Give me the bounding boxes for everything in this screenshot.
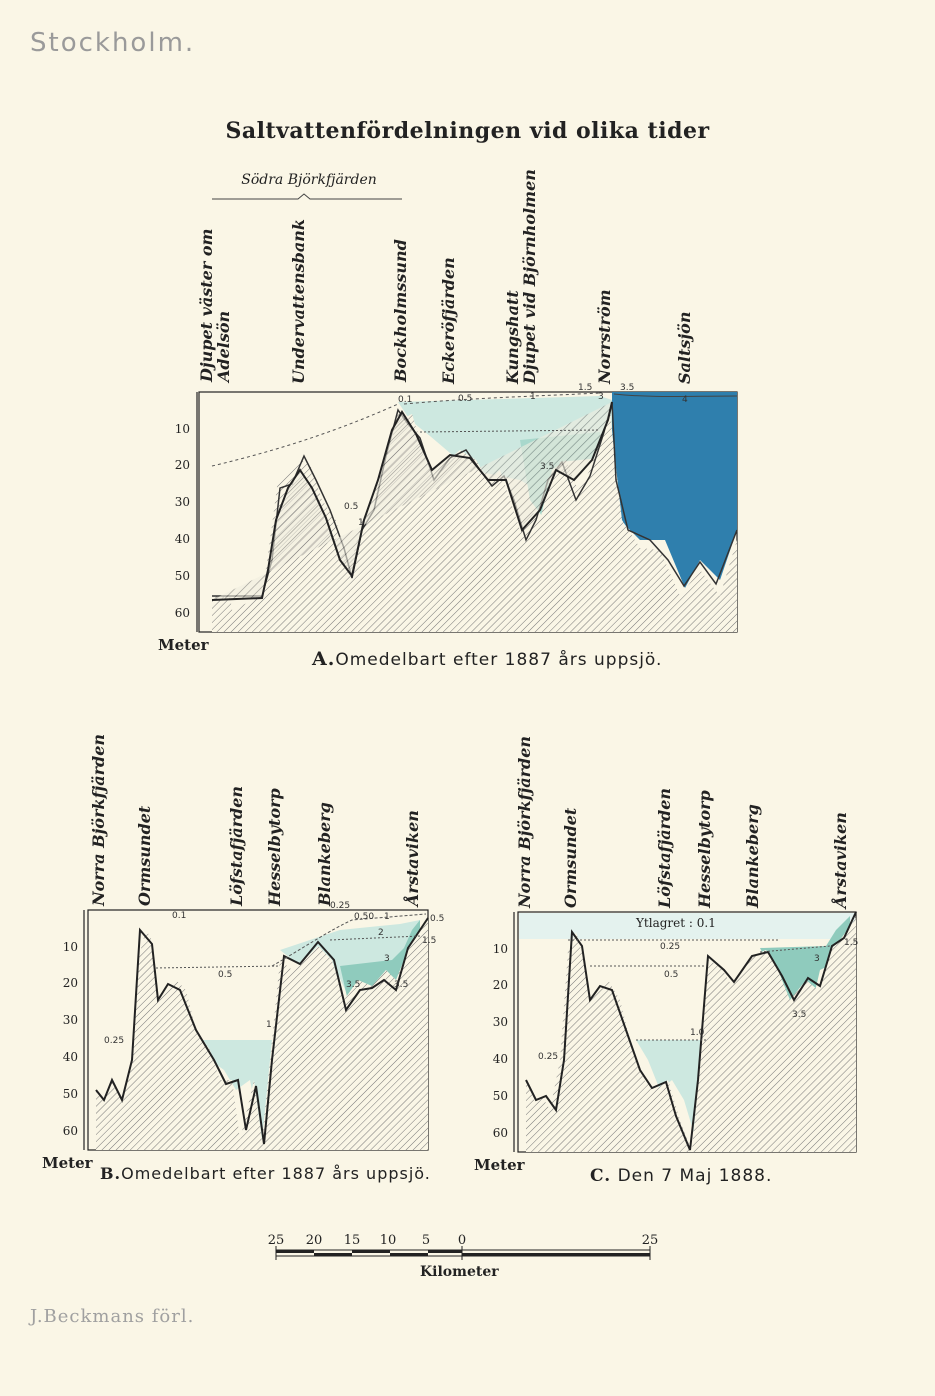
iso-c-6: 1.5: [844, 938, 859, 948]
depth-tick-c-40: 40: [492, 1052, 508, 1066]
iso-a-6: 4: [682, 395, 688, 405]
scale-num-3: 10: [379, 1233, 397, 1248]
depth-tick-b-40: 40: [62, 1050, 78, 1064]
depth-tick-a-50: 50: [174, 569, 190, 583]
iso-b-11: 0.5: [430, 914, 445, 924]
unit-c: Meter: [474, 1156, 525, 1174]
depth-tick-b-20: 20: [62, 976, 78, 990]
depth-tick-a-10: 10: [174, 422, 190, 436]
scale-num-2: 15: [343, 1233, 361, 1248]
scale-num-0: 25: [267, 1233, 285, 1248]
city-name: Stockholm.: [30, 28, 196, 58]
scale-num-4: 5: [421, 1233, 431, 1248]
depth-tick-b-50: 50: [62, 1087, 78, 1101]
iso-c-0: 0.25: [660, 942, 681, 952]
iso-c-2: 1.0: [690, 1028, 705, 1038]
iso-b-4: 2: [378, 928, 384, 938]
scale-num-1: 20: [305, 1233, 323, 1248]
iso-a-8: 1: [358, 518, 364, 528]
scale-num-5: 0: [457, 1233, 467, 1248]
iso-b-8: 0.5: [218, 970, 233, 980]
iso-c-4: 3: [814, 954, 820, 964]
depth-tick-a-30: 30: [174, 495, 190, 509]
publisher: J.Beckmans förl.: [30, 1306, 195, 1327]
depth-tick-a-60: 60: [174, 606, 190, 620]
depth-tick-b-10: 10: [62, 940, 78, 954]
iso-a-7: 0.5: [344, 502, 359, 512]
iso-b-6: 3.5: [346, 980, 361, 990]
depth-tick-b-60: 60: [62, 1124, 78, 1138]
iso-a-3: 1.5: [578, 383, 593, 393]
iso-b-9: 1: [266, 1020, 272, 1030]
caption-c: C. Den 7 Maj 1888.: [590, 1166, 773, 1186]
iso-b-12: 1.5: [422, 936, 437, 946]
depth-tick-a-40: 40: [174, 532, 190, 546]
caption-a: A.Omedelbart efter 1887 års uppsjö.: [312, 648, 663, 670]
depth-tick-c-60: 60: [492, 1126, 508, 1140]
iso-a-5: 3.5: [620, 383, 635, 393]
iso-c-5: 3.5: [792, 1010, 807, 1020]
iso-a-9: 3.5: [540, 462, 555, 472]
iso-a-2: 1: [530, 392, 536, 402]
iso-c-1: 0.5: [664, 970, 679, 980]
iso-b-0: 0.1: [172, 911, 187, 921]
scale-num-6: 25: [641, 1233, 659, 1248]
iso-c-3: 0.25: [538, 1052, 559, 1062]
unit-b: Meter: [42, 1154, 93, 1172]
surface-layer-label: Ytlagret : 0.1: [636, 916, 716, 930]
iso-b-2: 0.50: [354, 912, 375, 922]
iso-b-5: 3: [384, 954, 390, 964]
iso-b-7: 3.5: [394, 980, 409, 990]
caption-b: B.Omedelbart efter 1887 års uppsjö.: [100, 1164, 431, 1183]
iso-b-10: 0.25: [104, 1036, 125, 1046]
depth-tick-b-30: 30: [62, 1013, 78, 1027]
iso-b-3: 1: [384, 912, 390, 922]
subtitle: Södra Björkfjärden: [241, 172, 377, 188]
scale-unit: Kilometer: [420, 1264, 499, 1280]
depth-tick-a-20: 20: [174, 458, 190, 472]
depth-tick-c-10: 10: [492, 942, 508, 956]
unit-a: Meter: [158, 636, 209, 654]
iso-a-4: 3: [598, 392, 604, 402]
iso-a-0: 0.1: [398, 395, 413, 405]
depth-tick-c-20: 20: [492, 978, 508, 992]
page-title: Saltvattenfördelningen vid olika tider: [225, 118, 710, 144]
depth-tick-c-50: 50: [492, 1089, 508, 1103]
depth-tick-c-30: 30: [492, 1015, 508, 1029]
iso-a-1: 0.5: [458, 394, 473, 404]
iso-b-1: 0.25: [330, 901, 351, 911]
